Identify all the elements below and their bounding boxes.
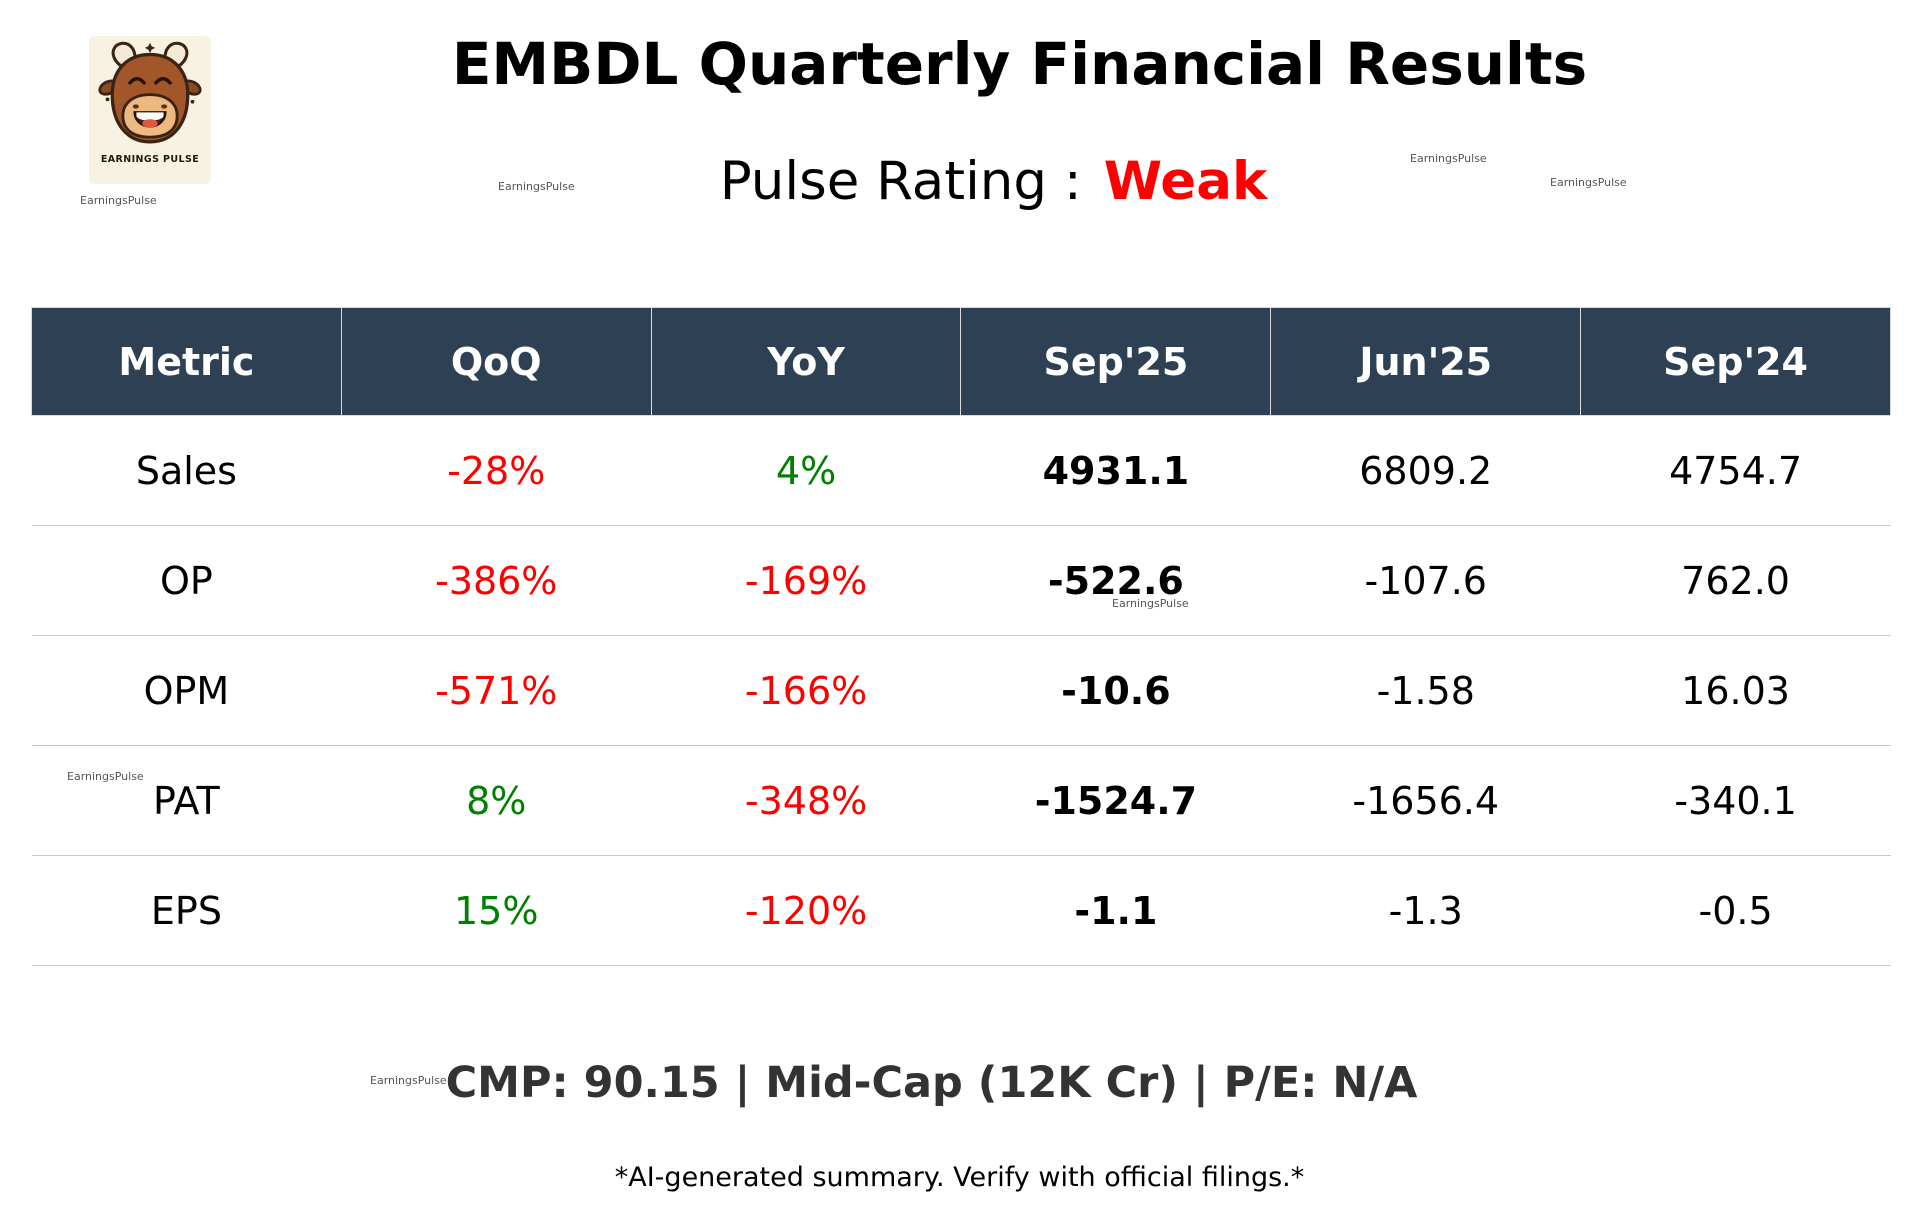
metric-label: OPM — [31, 635, 342, 746]
table-cell: 4754.7 — [1580, 415, 1891, 526]
pulse-rating-value: Weak — [1103, 151, 1268, 212]
table-cell: -386% — [341, 525, 652, 636]
column-header-yoy: YoY — [650, 307, 962, 416]
disclaimer: *AI-generated summary. Verify with offic… — [614, 1162, 1305, 1193]
watermark: EarningsPulse — [1410, 152, 1487, 165]
table-row: OPM -571% -166% -10.6 -1.58 16.03 — [31, 635, 1891, 746]
table-cell: 6809.2 — [1270, 415, 1581, 526]
table-cell: -28% — [341, 415, 652, 526]
watermark: EarningsPulse — [80, 194, 157, 207]
earnings-pulse-logo: EARNINGS PULSE — [89, 36, 211, 184]
table-cell: -571% — [341, 635, 652, 746]
metric-label: EPS — [31, 855, 342, 966]
watermark: EarningsPulse — [370, 1074, 447, 1087]
cmp-summary: CMP: 90.15 | Mid-Cap (12K Cr) | P/E: N/A — [445, 1058, 1418, 1108]
metric-label: Sales — [31, 415, 342, 526]
table-cell: 762.0 — [1580, 525, 1891, 636]
table-cell: -169% — [651, 525, 961, 636]
table-cell: 4931.1 — [960, 415, 1271, 526]
column-header-jun25: Jun'25 — [1270, 307, 1582, 416]
pulse-rating-label: Pulse Rating : — [719, 151, 1082, 212]
column-header-metric: Metric — [31, 307, 342, 416]
table-cell: -348% — [651, 745, 961, 856]
watermark: EarningsPulse — [498, 180, 575, 193]
table-cell: -166% — [651, 635, 961, 746]
table-cell: 4% — [651, 415, 961, 526]
table-cell: 16.03 — [1580, 635, 1891, 746]
table-cell: -107.6 — [1270, 525, 1581, 636]
column-header-qoq: QoQ — [340, 307, 652, 416]
table-cell: 15% — [341, 855, 652, 966]
table-row: PAT 8% -348% -1524.7 -1656.4 -340.1 — [31, 745, 1891, 856]
table-cell: -10.6 — [960, 635, 1271, 746]
table-row: EPS 15% -120% -1.1 -1.3 -0.5 — [31, 855, 1891, 966]
table-cell: -120% — [651, 855, 961, 966]
table-cell: -1.1 — [960, 855, 1271, 966]
table-cell: 8% — [341, 745, 652, 856]
table-row: Sales -28% 4% 4931.1 6809.2 4754.7 — [31, 415, 1891, 526]
logo-caption: EARNINGS PULSE — [100, 154, 200, 165]
table-cell: -1524.7 — [960, 745, 1271, 856]
table-cell: -1.3 — [1270, 855, 1581, 966]
header-row: Metric QoQ YoY Sep'25 Jun'25 Sep'24 — [31, 307, 1891, 416]
table-cell: -0.5 — [1580, 855, 1891, 966]
table-cell: -1656.4 — [1270, 745, 1581, 856]
pulse-rating: Pulse Rating : Weak — [34, 151, 1919, 212]
metric-label: OP — [31, 525, 342, 636]
results-table: Metric QoQ YoY Sep'25 Jun'25 Sep'24 Sale… — [31, 307, 1891, 966]
watermark: EarningsPulse — [1550, 176, 1627, 189]
page-title: EMBDL Quarterly Financial Results — [451, 30, 1588, 98]
bull-mascot-icon — [98, 41, 202, 144]
table-cell: -1.58 — [1270, 635, 1581, 746]
column-header-sep24: Sep'24 — [1580, 307, 1891, 416]
table-cell: -522.6 — [960, 525, 1271, 636]
table-row: OP -386% -169% -522.6 -107.6 762.0 — [31, 525, 1891, 636]
column-header-sep25: Sep'25 — [960, 307, 1272, 416]
table-cell: -340.1 — [1580, 745, 1891, 856]
metric-label: PAT — [31, 745, 342, 856]
